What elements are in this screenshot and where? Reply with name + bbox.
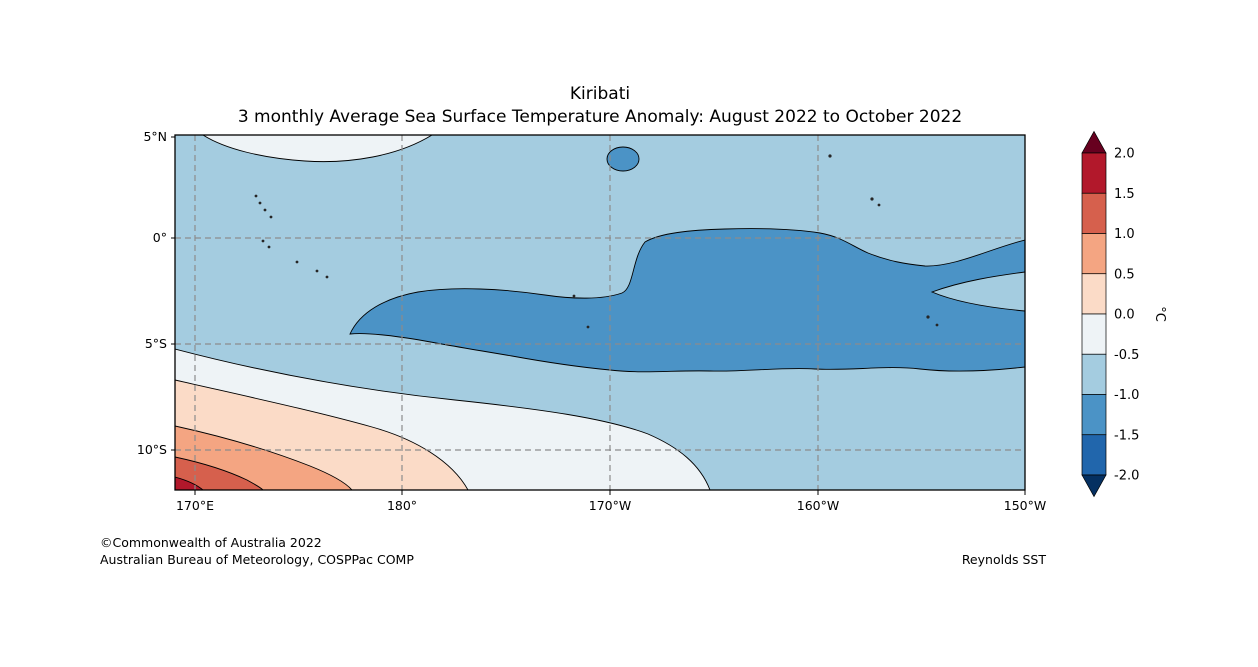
cbtick-neg2: -2.0 [1114, 469, 1139, 484]
region-east-wedge-minus1-to-minus05 [930, 271, 1025, 312]
region-north-edge-minus05-to-0 [202, 135, 433, 163]
cbtick-2: 2.0 [1114, 147, 1135, 162]
xtick-180: 180° [387, 498, 417, 513]
colorbar: 2.0 1.5 1.0 0.5 0.0 -0.5 -1.0 -1.5 -2.0 … [1081, 130, 1167, 498]
footer-agency: Australian Bureau of Meteorology, COSPPa… [100, 552, 414, 567]
colorbar-unit-label: °C [1152, 306, 1167, 322]
island-dot [315, 269, 319, 273]
island-dot [295, 260, 299, 264]
island-dot [325, 275, 329, 279]
colorbar-segment [1081, 233, 1107, 275]
colorbar-segment [1081, 152, 1107, 194]
island-dot [263, 208, 267, 212]
island-dot [926, 315, 930, 319]
xtick-170w: 170°W [589, 498, 631, 513]
colorbar-segment [1081, 434, 1107, 476]
island-dot [935, 323, 939, 327]
cbtick-1: 1.0 [1114, 227, 1135, 242]
island-dot [586, 325, 590, 329]
colorbar-segment [1081, 313, 1107, 355]
cbtick-neg15: -1.5 [1114, 428, 1139, 443]
region-sw-15-to-2 [175, 476, 204, 490]
footer-copyright: ©Commonwealth of Australia 2022 [100, 535, 322, 550]
map-area [175, 135, 1025, 490]
cbtick-05: 0.5 [1114, 267, 1135, 282]
island-dot [254, 194, 258, 198]
chart-subtitle: 3 monthly Average Sea Surface Temperatur… [238, 107, 962, 127]
island-markers [254, 154, 939, 329]
cbtick-neg05: -0.5 [1114, 348, 1139, 363]
island-dot [269, 215, 273, 219]
xtick-160w: 160°W [797, 498, 839, 513]
ytick-10s: 10°S [137, 442, 167, 457]
colorbar-arrow-top [1081, 130, 1107, 154]
ytick-5n: 5°N [143, 129, 167, 144]
island-dot [258, 201, 262, 205]
island-dot [828, 154, 832, 158]
cbtick-0: 0.0 [1114, 308, 1135, 323]
colorbar-segment [1081, 353, 1107, 395]
footer-data-source: Reynolds SST [962, 552, 1047, 567]
axis-ticks [171, 136, 1026, 495]
cbtick-15: 1.5 [1114, 187, 1135, 202]
island-dot [267, 245, 271, 249]
cbtick-neg1: -1.0 [1114, 388, 1139, 403]
island-dot [877, 203, 881, 207]
y-axis-labels: 5°N 0° 5°S 10°S [137, 129, 167, 457]
ytick-0: 0° [153, 230, 167, 245]
colorbar-arrow-bottom [1081, 474, 1107, 498]
colorbar-segment [1081, 394, 1107, 436]
x-axis-labels: 170°E 180° 170°W 160°W 150°W [176, 498, 1046, 513]
colorbar-segment [1081, 273, 1107, 315]
xtick-150w: 150°W [1004, 498, 1046, 513]
map-frame [174, 134, 1026, 491]
island-dot [870, 197, 874, 201]
chart-title: Kiribati [570, 84, 630, 104]
graticule [175, 135, 1025, 490]
region-sw-1-to-15 [175, 456, 264, 490]
island-dot [261, 239, 265, 243]
xtick-170e: 170°E [176, 498, 214, 513]
region-cold-band-minus15-to-minus1 [349, 228, 1025, 373]
region-small-cold-patch [606, 146, 640, 172]
colorbar-tick-labels: 2.0 1.5 1.0 0.5 0.0 -0.5 -1.0 -1.5 -2.0 [1114, 147, 1139, 484]
island-dot [572, 294, 576, 298]
colorbar-segment [1081, 192, 1107, 234]
footer: ©Commonwealth of Australia 2022 Australi… [100, 535, 1046, 567]
ytick-5s: 5°S [145, 336, 167, 351]
